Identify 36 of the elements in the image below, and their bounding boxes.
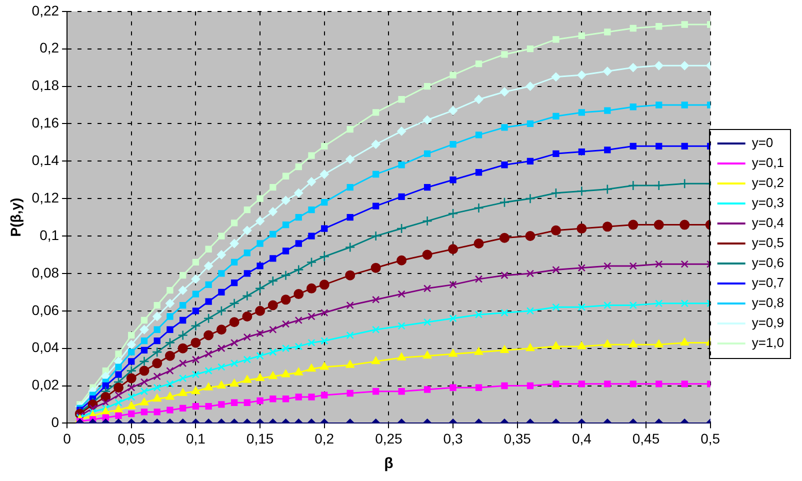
- legend-label: y=0,6: [752, 255, 784, 270]
- x-tick-label: 0,35: [504, 430, 532, 446]
- y-axis-title: P(β,y): [7, 198, 24, 237]
- x-tick-label: 0,45: [632, 430, 660, 446]
- y-tick-label: 0,04: [32, 339, 60, 356]
- legend-label: y=0,7: [752, 275, 784, 290]
- x-tick-label: 0,5: [700, 430, 720, 446]
- legend-label: y=0,5: [752, 235, 784, 250]
- legend-label: y=0: [752, 135, 774, 150]
- y-tick-label: 0: [51, 414, 60, 430]
- y-tick-label: 0,16: [32, 114, 60, 131]
- y-tick-label: 0,08: [32, 264, 60, 280]
- x-axis-title: β: [384, 455, 394, 472]
- legend-label: y=0,9: [752, 315, 784, 330]
- x-tick-label: 0: [63, 430, 72, 446]
- x-tick-label: 0,2: [314, 430, 334, 446]
- y-tick-label: 0,1: [40, 226, 60, 243]
- x-tick-label: 0,25: [375, 430, 403, 446]
- legend-label: y=0,4: [752, 215, 784, 230]
- y-tick-label: 0,2: [40, 40, 60, 56]
- y-tick-label: 0,14: [32, 152, 60, 168]
- y-tick-label: 0,22: [32, 2, 60, 18]
- y-tick-label: 0,02: [32, 376, 60, 393]
- legend-label: y=1,0: [752, 335, 784, 350]
- x-tick-label: 0,4: [572, 430, 592, 446]
- x-tick-label: 0,05: [118, 430, 146, 446]
- legend-label: y=0,2: [752, 175, 784, 190]
- x-tick-label: 0,3: [443, 430, 463, 446]
- y-tick-label: 0,12: [32, 189, 60, 206]
- y-tick-label: 0,18: [32, 77, 60, 94]
- legend-label: y=0,8: [752, 295, 784, 310]
- x-tick-label: 0,1: [186, 430, 206, 446]
- legend-label: y=0,3: [752, 195, 784, 210]
- y-tick-label: 0,06: [32, 302, 60, 318]
- x-tick-label: 0,15: [246, 430, 274, 446]
- legend-label: y=0,1: [752, 155, 784, 170]
